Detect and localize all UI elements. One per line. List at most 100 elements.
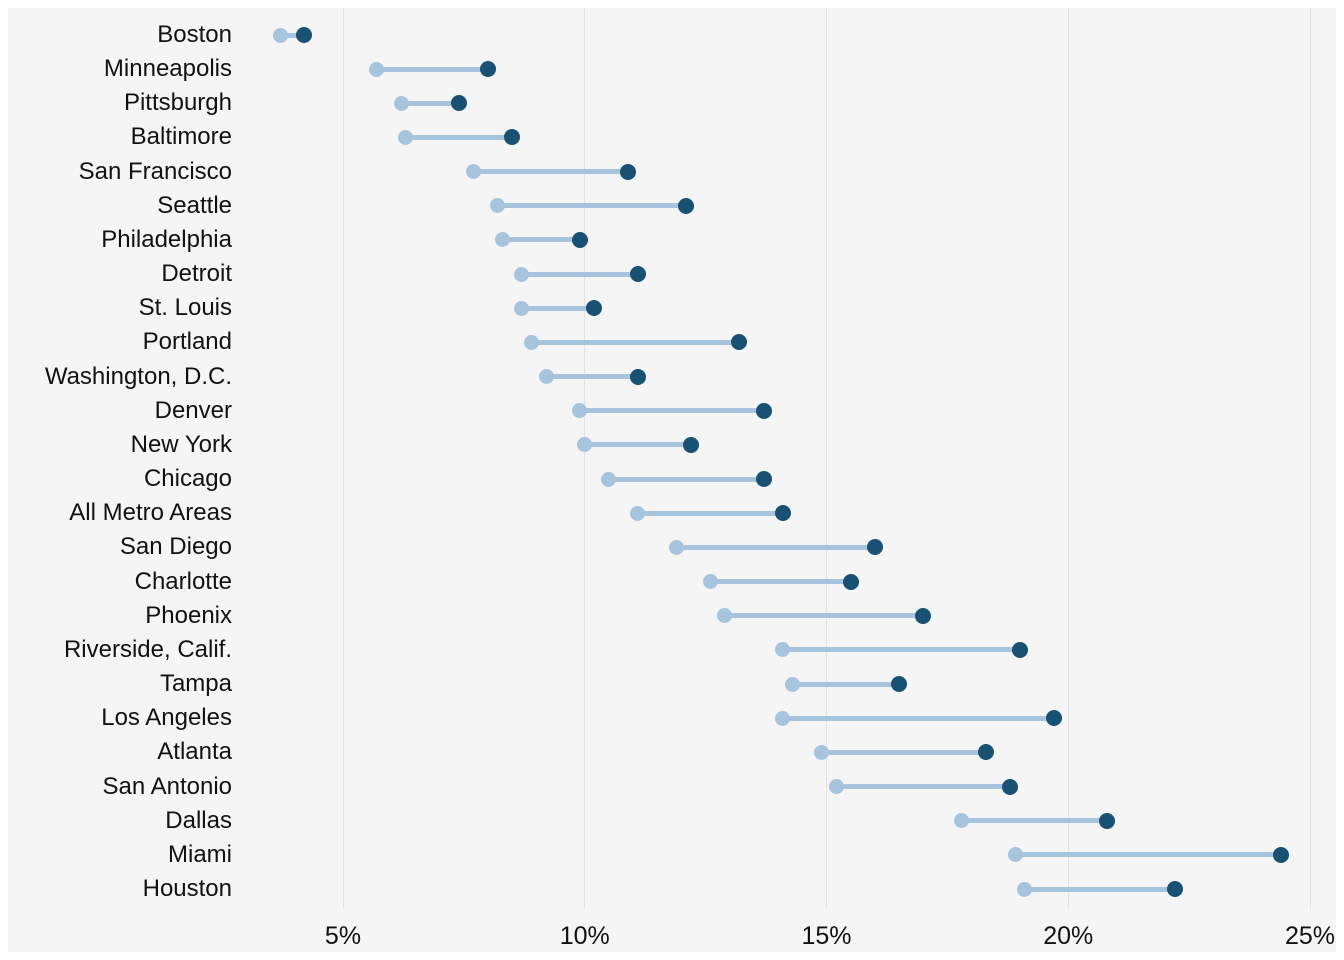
city-label: Miami <box>168 840 232 868</box>
dark-blue-dot <box>755 402 772 419</box>
dark-blue-dot <box>678 197 695 214</box>
dark-blue-dot <box>1098 812 1115 829</box>
city-label: Denver <box>154 396 232 424</box>
x-tick-label: 10% <box>559 922 610 950</box>
city-label: San Francisco <box>78 157 232 185</box>
light-blue-dot <box>369 61 385 77</box>
city-label: All Metro Areas <box>69 499 232 527</box>
city-label: Atlanta <box>157 738 232 766</box>
dark-blue-dot <box>683 436 700 453</box>
city-label: St. Louis <box>138 294 232 322</box>
city-label: Phoenix <box>145 601 232 629</box>
dark-blue-dot <box>842 573 859 590</box>
x-gridline <box>1067 8 1069 909</box>
dumbbell-line <box>792 681 899 687</box>
light-blue-dot <box>398 129 414 145</box>
light-blue-dot <box>490 198 506 214</box>
x-gridline <box>826 8 827 909</box>
dark-blue-dot <box>891 676 908 693</box>
dumbbell-line <box>782 715 1054 721</box>
dark-blue-dot <box>1002 778 1019 795</box>
light-blue-dot <box>814 744 830 760</box>
dumbbell-line <box>497 203 687 209</box>
city-label: Pittsburgh <box>123 89 232 117</box>
light-blue-dot <box>514 266 530 282</box>
city-label: Houston <box>142 875 232 902</box>
light-blue-dot <box>466 164 482 180</box>
dumbbell-line <box>405 134 513 140</box>
dumbbell-line <box>836 784 1011 790</box>
dumbbell-line <box>473 169 629 175</box>
light-blue-dot <box>630 505 646 521</box>
city-label: Boston <box>157 21 232 48</box>
light-blue-dot <box>1017 881 1033 897</box>
dumbbell-line <box>782 647 1020 653</box>
dark-blue-dot <box>296 27 313 43</box>
dark-blue-dot <box>1045 710 1062 727</box>
city-label: Chicago <box>143 465 232 493</box>
dark-blue-dot <box>915 607 932 624</box>
chart-panel: 5% 10% 15% 20% 25% Boston Minneapolis Pittsburg… <box>8 8 1336 952</box>
x-tick-label: 15% <box>801 922 852 950</box>
dark-blue-dot <box>451 95 468 112</box>
dumbbell-line <box>1024 886 1175 892</box>
dark-blue-dot <box>629 266 646 283</box>
light-blue-dot <box>702 574 718 590</box>
dumbbell-line <box>280 32 305 38</box>
x-tick-label: 25% <box>1284 922 1336 950</box>
light-blue-dot <box>601 471 617 487</box>
x-tick-label: 5% <box>324 922 362 950</box>
x-gridline <box>584 8 586 909</box>
dark-blue-dot <box>620 163 637 180</box>
light-blue-dot <box>1007 847 1023 863</box>
dumbbell-line <box>1015 852 1281 858</box>
dark-blue-dot <box>629 368 646 385</box>
dumbbell-line <box>521 305 595 311</box>
dumbbell-line <box>584 442 692 448</box>
city-label: San Antonio <box>102 772 232 800</box>
dumbbell-line <box>961 818 1107 824</box>
light-blue-dot <box>272 27 288 43</box>
dark-blue-dot <box>504 129 521 146</box>
dark-blue-dot <box>1011 641 1028 658</box>
light-blue-dot <box>775 642 791 658</box>
dumbbell-line <box>710 579 851 585</box>
dark-blue-dot <box>571 231 588 248</box>
light-blue-dot <box>828 779 844 795</box>
dark-blue-dot <box>774 505 791 522</box>
dumbbell-line <box>376 66 489 72</box>
light-blue-dot <box>495 232 511 248</box>
city-label: Portland <box>142 328 232 356</box>
dark-blue-dot <box>480 61 497 78</box>
dumbbell-line <box>608 476 764 482</box>
x-tick-label: 20% <box>1043 922 1094 950</box>
dark-blue-dot <box>586 300 603 317</box>
city-label: Los Angeles <box>101 704 232 732</box>
dark-blue-dot <box>978 744 995 761</box>
dumbbell-line <box>724 613 924 619</box>
dumbbell-line <box>821 749 987 755</box>
light-blue-dot <box>572 403 588 419</box>
light-blue-dot <box>538 369 554 385</box>
city-label: San Diego <box>119 533 232 561</box>
dumbbell-line <box>546 374 638 380</box>
light-blue-dot <box>524 334 540 350</box>
dumbbell-line <box>401 100 460 106</box>
city-label: Washington, D.C. <box>44 362 232 390</box>
city-label: Baltimore <box>130 123 232 151</box>
city-label: Tampa <box>159 670 232 698</box>
dumbbell-line <box>579 408 764 414</box>
dumbbell-line <box>531 339 740 345</box>
dumbbell-line <box>521 271 638 277</box>
dark-blue-dot <box>731 334 748 351</box>
dumbbell-line <box>637 510 783 516</box>
city-label: Dallas <box>165 806 232 834</box>
light-blue-dot <box>669 539 685 555</box>
dark-blue-dot <box>1272 846 1289 863</box>
city-label: Detroit <box>161 260 232 288</box>
city-label: Minneapolis <box>103 55 232 83</box>
light-blue-dot <box>717 608 733 624</box>
light-blue-dot <box>514 300 530 316</box>
light-blue-dot <box>393 95 409 111</box>
